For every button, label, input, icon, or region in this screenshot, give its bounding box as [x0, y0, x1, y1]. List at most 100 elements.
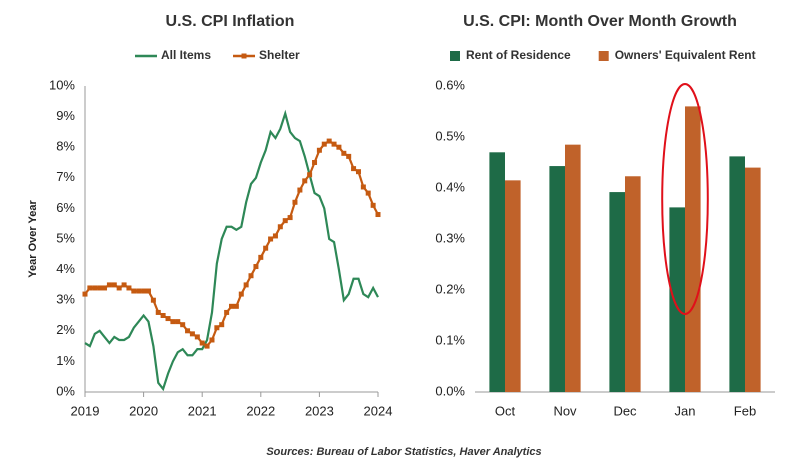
- point-marker: [360, 184, 366, 190]
- point-marker: [87, 285, 93, 291]
- point-marker: [326, 138, 332, 144]
- bar: [685, 106, 701, 393]
- y-tick-label: 0.3%: [435, 230, 465, 245]
- point-marker: [248, 273, 254, 279]
- chart-title: U.S. CPI: Month Over Month Growth: [463, 13, 737, 30]
- chart-title: U.S. CPI Inflation: [166, 13, 295, 30]
- bar: [565, 144, 581, 392]
- legend-label: Rent of Residence: [466, 48, 571, 62]
- point-marker: [165, 316, 171, 322]
- point-marker: [321, 141, 327, 147]
- legend-swatch: [598, 51, 609, 61]
- point-marker: [199, 340, 205, 346]
- x-tick-label: 2024: [364, 403, 393, 418]
- point-marker: [307, 172, 313, 178]
- y-tick-label: 0.0%: [435, 383, 465, 398]
- y-tick-label: 8%: [56, 139, 75, 154]
- point-marker: [224, 309, 230, 315]
- point-marker: [272, 233, 278, 239]
- y-tick-label: 7%: [56, 169, 75, 184]
- x-tick-label: Feb: [734, 403, 756, 418]
- point-marker: [233, 303, 239, 309]
- point-marker: [336, 144, 342, 150]
- point-marker: [136, 288, 142, 294]
- legend-marker: [241, 53, 247, 59]
- point-marker: [185, 328, 191, 334]
- point-marker: [331, 141, 337, 147]
- y-tick-label: 6%: [56, 200, 75, 215]
- legend-swatch: [450, 51, 460, 61]
- source-note: Sources: Bureau of Labor Statistics, Hav…: [266, 446, 541, 458]
- point-marker: [355, 169, 361, 175]
- x-tick-label: Jan: [675, 403, 696, 418]
- point-marker: [370, 202, 376, 208]
- bar: [489, 152, 505, 392]
- point-marker: [180, 322, 186, 328]
- x-tick-label: 2021: [188, 403, 217, 418]
- point-marker: [263, 245, 269, 251]
- y-tick-label: 10%: [49, 77, 75, 92]
- x-tick-label: Dec: [613, 403, 637, 418]
- point-marker: [121, 282, 127, 288]
- point-marker: [102, 285, 108, 291]
- point-marker: [238, 291, 244, 297]
- point-marker: [219, 322, 225, 328]
- point-marker: [150, 297, 156, 303]
- y-tick-label: 4%: [56, 261, 75, 276]
- point-marker: [214, 325, 220, 331]
- y-tick-label: 0.6%: [435, 77, 465, 92]
- point-marker: [160, 313, 166, 318]
- point-marker: [341, 150, 347, 156]
- y-axis-label: Year Over Year: [27, 200, 39, 278]
- point-marker: [131, 288, 137, 294]
- point-marker: [170, 319, 176, 325]
- point-marker: [268, 236, 274, 242]
- point-marker: [82, 291, 88, 297]
- point-marker: [297, 187, 303, 193]
- point-marker: [375, 212, 381, 218]
- bar: [549, 166, 565, 392]
- point-marker: [312, 160, 318, 165]
- point-marker: [277, 224, 283, 230]
- point-marker: [365, 190, 371, 196]
- point-marker: [287, 215, 293, 221]
- x-tick-label: Nov: [553, 403, 577, 418]
- bar: [729, 156, 745, 392]
- y-tick-label: 0.2%: [435, 281, 465, 296]
- bar: [669, 207, 685, 392]
- legend-label: All Items: [161, 48, 211, 62]
- point-marker: [243, 282, 249, 288]
- point-marker: [253, 264, 259, 270]
- y-tick-label: 3%: [56, 292, 75, 307]
- point-marker: [175, 319, 181, 325]
- x-tick-label: 2023: [305, 403, 334, 418]
- x-tick-label: Oct: [495, 403, 516, 418]
- point-marker: [229, 303, 234, 309]
- point-marker: [258, 254, 264, 260]
- point-marker: [106, 282, 112, 288]
- y-tick-label: 9%: [56, 108, 75, 123]
- bar: [745, 167, 761, 392]
- point-marker: [351, 166, 357, 172]
- point-marker: [346, 153, 352, 159]
- point-marker: [145, 288, 151, 294]
- point-marker: [292, 199, 298, 205]
- point-marker: [189, 331, 195, 337]
- bar: [609, 192, 625, 392]
- y-tick-label: 0%: [56, 383, 75, 398]
- point-marker: [194, 334, 200, 340]
- point-marker: [282, 218, 288, 224]
- x-tick-label: 2020: [129, 403, 158, 418]
- point-marker: [126, 285, 132, 291]
- point-marker: [141, 288, 147, 294]
- y-tick-label: 0.1%: [435, 332, 465, 347]
- x-tick-label: 2019: [71, 403, 100, 418]
- y-tick-label: 0.5%: [435, 128, 465, 143]
- point-marker: [97, 285, 103, 291]
- point-marker: [302, 178, 308, 184]
- point-marker: [316, 147, 322, 153]
- line-series: [84, 109, 379, 392]
- point-marker: [92, 285, 98, 291]
- point-marker: [111, 282, 117, 288]
